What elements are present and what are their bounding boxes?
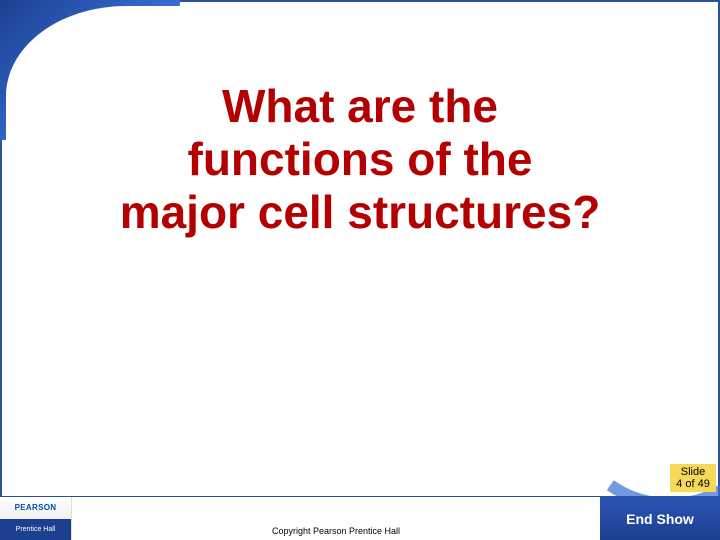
title-line-3: major cell structures? [120, 186, 601, 238]
publisher-logo: PEARSON Prentice Hall [0, 497, 72, 540]
footer-center: Copyright Pearson Prentice Hall [72, 497, 600, 540]
slide-counter-label: Slide [676, 466, 710, 478]
slide-content: What are the functions of the major cell… [60, 80, 660, 239]
end-show-button[interactable]: End Show [600, 497, 720, 540]
slide-title: What are the functions of the major cell… [60, 80, 660, 239]
copyright-text: Copyright Pearson Prentice Hall [272, 526, 400, 536]
title-line-2: functions of the [188, 133, 533, 185]
pearson-logo: PEARSON [0, 497, 71, 519]
slide-counter-value: 4 of 49 [676, 478, 710, 490]
slide-counter: Slide 4 of 49 [670, 464, 716, 492]
title-line-1: What are the [222, 80, 498, 132]
footer-bar: PEARSON Prentice Hall Copyright Pearson … [0, 496, 720, 540]
prentice-hall-logo: Prentice Hall [0, 519, 71, 540]
